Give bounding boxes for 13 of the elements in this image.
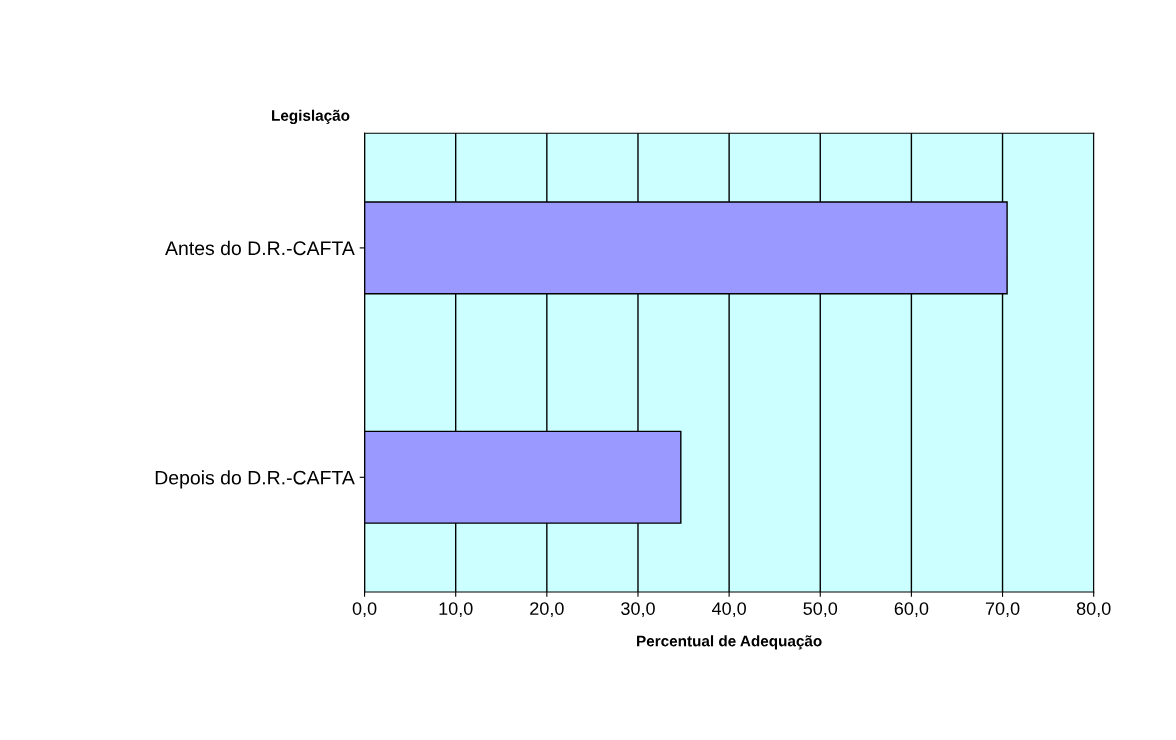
- x-axis-title: Percentual de Adequação: [637, 635, 822, 650]
- x-tick-label: 10,0: [439, 602, 473, 618]
- x-tick-label: 50,0: [803, 602, 838, 618]
- y-axis-title: Legislação: [272, 109, 350, 125]
- y-tick-label: Depois do D.R.-CAFTA: [155, 470, 355, 489]
- x-tick-label: 70,0: [985, 602, 1020, 618]
- x-tick-label: 20,0: [530, 602, 564, 618]
- x-tick-label: 40,0: [711, 602, 746, 618]
- x-tick-label: 30,0: [621, 602, 655, 618]
- x-tick-label: 60,0: [894, 602, 929, 618]
- y-tick-label: Antes do D.R.-CAFTA: [165, 240, 355, 256]
- x-tick-label: 0,0: [352, 602, 377, 618]
- x-tick-label: 80,0: [1076, 602, 1111, 618]
